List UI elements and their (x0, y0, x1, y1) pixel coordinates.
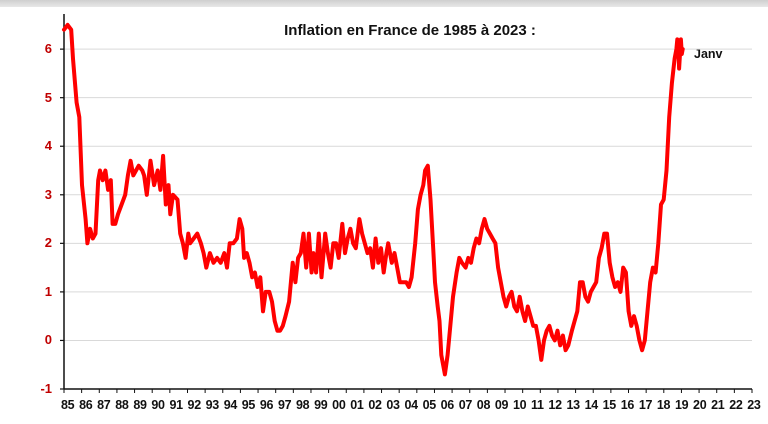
x-tick-label: 95 (241, 398, 256, 412)
x-tick-label: 09 (494, 398, 509, 412)
x-tick-label: 00 (332, 398, 346, 412)
x-tick-label: 90 (151, 398, 165, 412)
x-tick-label: 18 (656, 398, 671, 412)
x-tick-label: 86 (79, 398, 93, 412)
y-tick-label: 0 (44, 332, 52, 348)
x-tick-label: 94 (223, 398, 238, 412)
latest-point-annotation: Janv (694, 47, 723, 61)
x-tick-label: 10 (512, 398, 527, 412)
x-tick-label: 98 (296, 398, 310, 412)
x-tick-label: 91 (169, 398, 183, 412)
y-tick-label: 1 (44, 283, 52, 299)
x-tick-label: 12 (548, 398, 562, 412)
top-border (0, 0, 768, 7)
x-axis-ticks (63, 389, 753, 393)
x-tick-label: 88 (115, 398, 129, 412)
x-tick-label: 05 (422, 398, 437, 412)
x-tick-label: 97 (277, 398, 292, 412)
x-tick-label: 16 (620, 398, 635, 412)
x-tick-label: 02 (368, 398, 382, 412)
x-tick-label: 87 (97, 398, 111, 412)
x-tick-label: 11 (531, 398, 544, 412)
x-tick-label: 23 (747, 398, 761, 412)
y-tick-label: 5 (44, 89, 52, 105)
y-tick-label: 2 (44, 235, 52, 251)
x-tick-label: 17 (638, 398, 653, 412)
x-tick-label: 08 (476, 398, 491, 412)
y-axis-labels: -1 0 1 2 3 4 5 6 (0, 0, 58, 424)
x-tick-label: 99 (314, 398, 328, 412)
x-tick-label: 85 (61, 398, 75, 412)
x-tick-label: 07 (458, 398, 473, 412)
y-tick-label: -1 (40, 381, 52, 396)
x-tick-label: 15 (602, 398, 617, 412)
x-tick-label: 93 (205, 398, 220, 412)
x-tick-label: 19 (674, 398, 689, 412)
x-tick-label: 14 (584, 398, 599, 412)
x-tick-label: 21 (711, 398, 725, 412)
x-tick-label: 92 (187, 398, 202, 412)
y-tick-label: 3 (44, 186, 52, 202)
x-tick-label: 96 (259, 398, 274, 412)
inflation-series-line (62, 22, 685, 377)
x-tick-label: 06 (440, 398, 455, 412)
x-tick-label: 20 (693, 398, 707, 412)
x-tick-label: 04 (404, 398, 418, 412)
x-tick-label: 01 (350, 398, 364, 412)
x-tick-label: 89 (133, 398, 147, 412)
x-tick-label: 22 (729, 398, 743, 412)
chart-title: Inflation en France de 1985 à 2023 : (284, 22, 536, 39)
x-tick-label: 03 (386, 398, 400, 412)
gridlines (60, 48, 752, 390)
x-tick-label: 13 (566, 398, 581, 412)
y-tick-label: 4 (44, 138, 52, 154)
x-axis-labels: 85 86 87 88 89 90 91 92 93 94 95 96 97 98 99 00 01 02 03 04… (61, 398, 761, 416)
y-tick-label: 6 (44, 41, 52, 57)
